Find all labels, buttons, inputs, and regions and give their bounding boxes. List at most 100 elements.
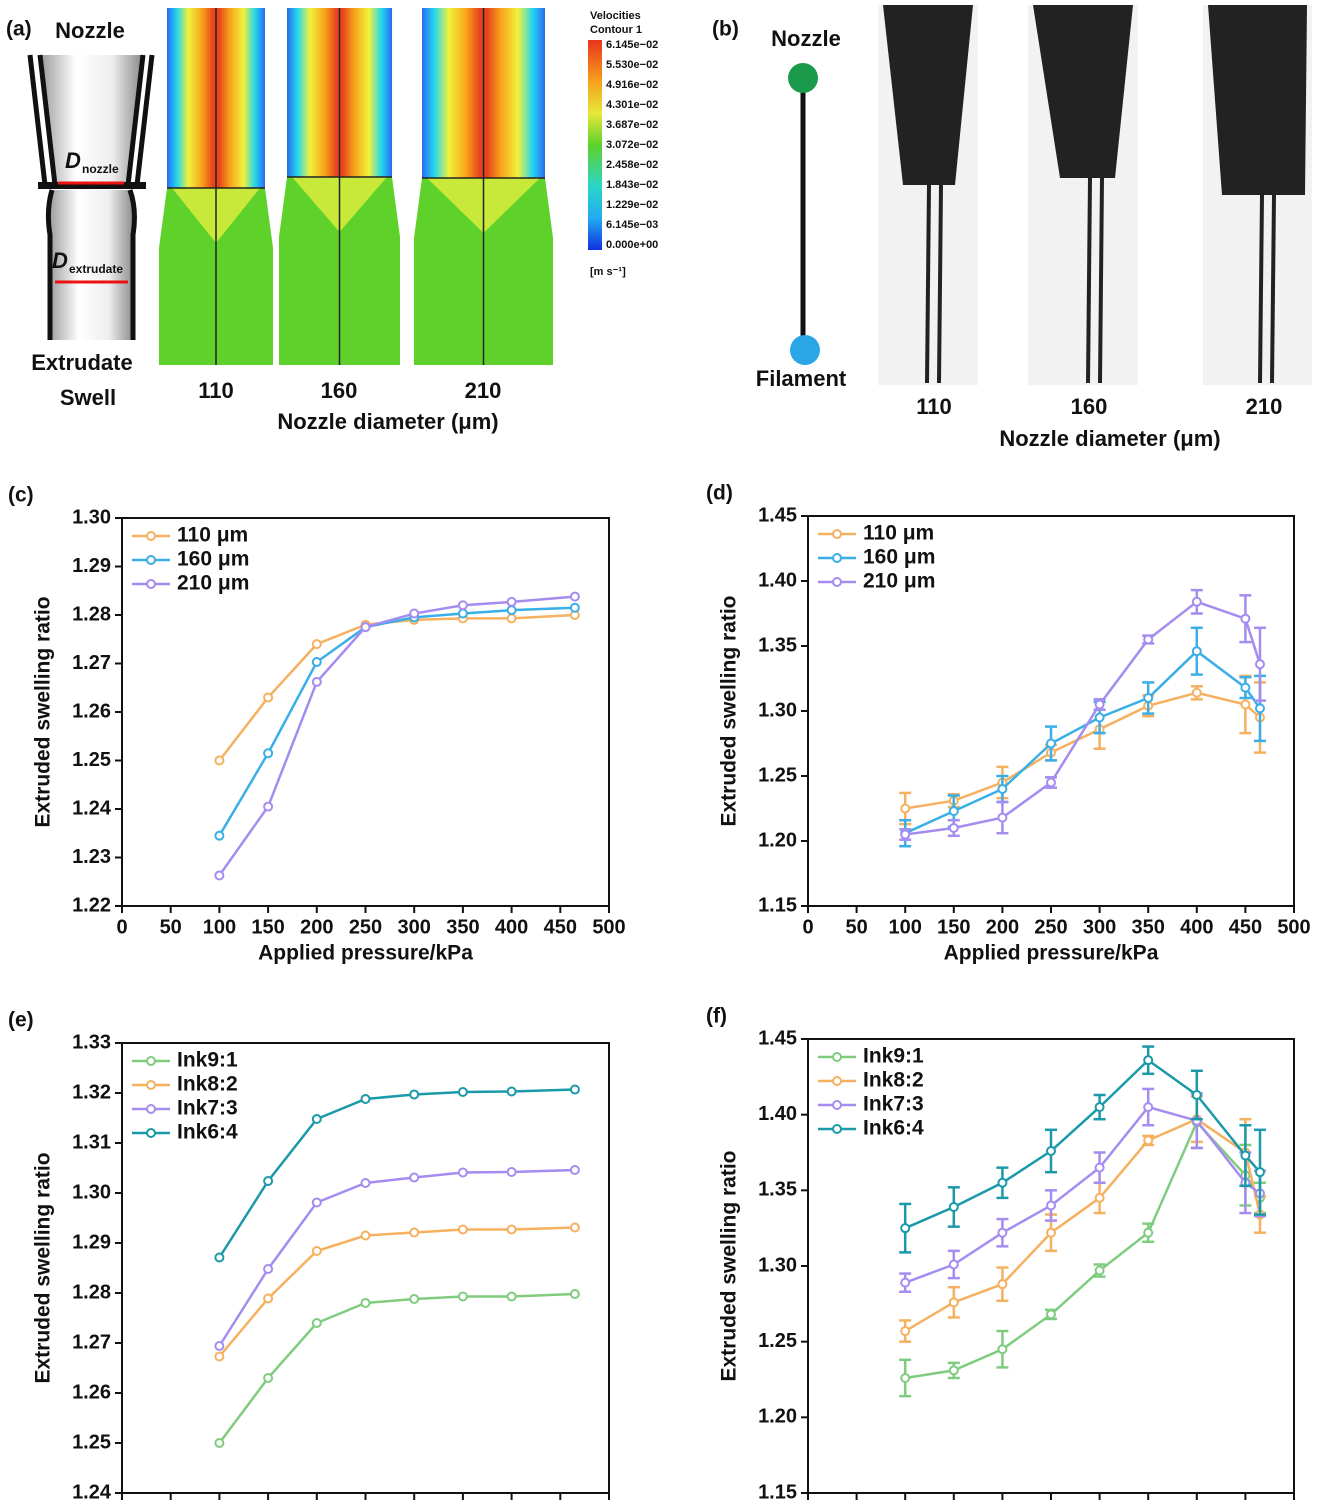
legend-marker [832, 1100, 842, 1110]
y-tick-label: 1.26 [72, 700, 111, 722]
data-point [900, 1223, 911, 1234]
legend-label: Ink9:1 [177, 1049, 238, 1072]
legend-marker [146, 531, 156, 541]
data-point [569, 602, 580, 613]
y-axis-title: Extruded swelling ratio [718, 595, 741, 826]
y-tick-label: 1.30 [758, 1254, 797, 1276]
x-tick-label: 450 [544, 916, 577, 938]
data-point [214, 1252, 225, 1263]
nozzle-photo [883, 5, 973, 185]
data-point [1191, 687, 1202, 698]
data-point [1094, 712, 1105, 723]
data-point [948, 1201, 959, 1212]
d-subscript: extrudate [69, 262, 123, 276]
data-point [457, 1291, 468, 1302]
filament-photo [925, 184, 943, 384]
y-tick-label: 1.45 [758, 504, 797, 526]
legend-marker [832, 529, 842, 539]
y-tick-label: 1.20 [758, 829, 797, 851]
data-point [457, 600, 468, 611]
extrudate-wall [45, 189, 137, 340]
chart: (e)0501001502002503003504004505001.241.2… [8, 1009, 610, 1501]
diameter-label: 110 [916, 394, 952, 419]
data-point [1046, 1227, 1056, 1238]
data-point [1143, 1135, 1154, 1146]
x-tick-label: 0 [802, 916, 813, 938]
data-point [1240, 699, 1251, 710]
legend-marker [832, 1052, 842, 1062]
data-point [1191, 1089, 1202, 1100]
panel-label: (c) [8, 484, 34, 507]
extrudate-label: Extrudate [31, 350, 132, 375]
data-point [948, 1259, 959, 1270]
data-point [506, 605, 517, 616]
data-point [569, 1222, 580, 1233]
data-point [1046, 777, 1056, 788]
series-line [218, 1292, 575, 1444]
nozzle-photo [1033, 5, 1133, 178]
x-tick-label: 50 [845, 916, 867, 938]
y-tick-label: 1.25 [72, 749, 111, 771]
y-tick-label: 1.22 [72, 894, 111, 916]
colorbar-label: 6.145e−02 [606, 39, 658, 51]
diameter-label: 160 [1071, 394, 1108, 419]
x-tick-label: 100 [889, 916, 922, 938]
x-tick-label: 250 [349, 916, 382, 938]
nozzle-body [40, 55, 143, 185]
data-point [214, 1341, 225, 1351]
diameter-label: 160 [321, 378, 358, 403]
x-tick-label: 0 [116, 916, 127, 938]
legend-label: Ink7:3 [177, 1097, 238, 1120]
x-tick-label: 350 [1132, 916, 1165, 938]
data-point [1094, 699, 1105, 710]
nozzle-photo [1208, 5, 1307, 195]
data-point [997, 1177, 1008, 1188]
legend-unit: [m s⁻¹] [590, 266, 626, 278]
panel-label: (e) [8, 1009, 34, 1032]
legend-marker [146, 555, 156, 565]
series-line [218, 1088, 575, 1259]
data-point [1240, 613, 1251, 624]
x-tick-label: 500 [592, 916, 625, 938]
x-tick-label: 400 [495, 916, 528, 938]
y-tick-label: 1.15 [758, 1481, 797, 1501]
x-tick-label: 150 [937, 916, 970, 938]
data-point [1254, 703, 1265, 714]
data-point [900, 829, 911, 840]
x-tick-label: 100 [203, 916, 236, 938]
data-point [900, 1277, 911, 1288]
data-point [506, 1167, 517, 1177]
data-point [457, 608, 468, 619]
legend-marker [146, 1080, 156, 1090]
data-point [948, 806, 959, 817]
y-tick-label: 1.30 [72, 506, 111, 528]
data-point [1191, 596, 1202, 607]
plot-frame [807, 515, 1295, 907]
colorbar-label: 1.843e−02 [606, 179, 658, 191]
data-point [506, 1086, 517, 1097]
data-point [1143, 634, 1154, 645]
nozzle-wall [27, 54, 155, 186]
x-tick-label: 400 [1180, 916, 1213, 938]
legend-label: 110 μm [177, 524, 248, 547]
filament-photo [1258, 194, 1276, 384]
y-tick-label: 1.40 [758, 1103, 797, 1125]
colorbar-label: 3.072e−02 [606, 139, 658, 151]
series-line [904, 1117, 1262, 1333]
nozzle-tip [38, 182, 146, 189]
diameter-label: 110 [198, 378, 234, 403]
data-point [1254, 1167, 1265, 1178]
data-point [1143, 1055, 1154, 1066]
data-point [506, 596, 517, 607]
data-point [214, 755, 225, 766]
y-tick-label: 1.28 [72, 1281, 111, 1303]
x-tick-label: 300 [398, 916, 431, 938]
data-point [1046, 1145, 1056, 1156]
nozzle-dot [788, 63, 818, 93]
swell-label: Swell [60, 385, 116, 410]
data-point [263, 1293, 274, 1304]
diameter-label: 210 [1246, 394, 1283, 419]
data-point [506, 613, 517, 624]
data-point [1094, 1162, 1105, 1173]
panel-a: (a) Nozzle D nozzle D extrudate Extrudat… [6, 8, 658, 434]
